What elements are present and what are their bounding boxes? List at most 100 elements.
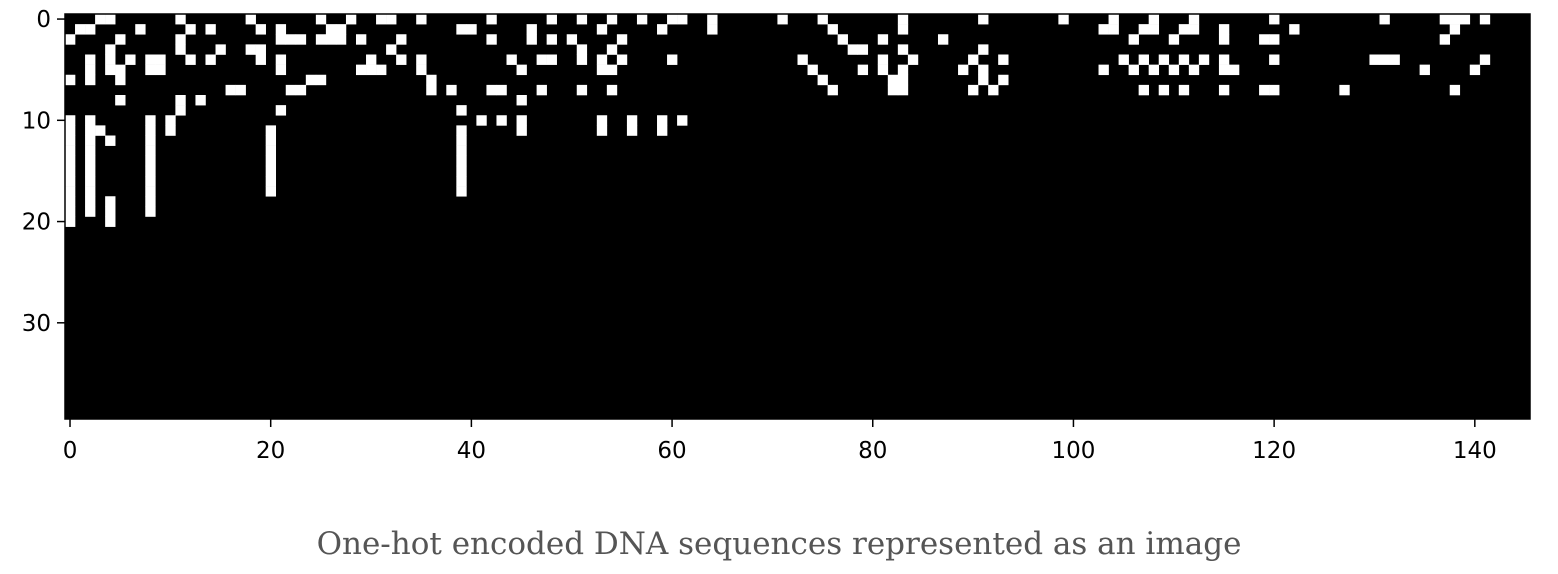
heatmap-cell	[546, 54, 557, 65]
heatmap-cell	[1459, 14, 1471, 25]
heatmap-cell	[255, 24, 266, 35]
heatmap-cell	[877, 54, 889, 65]
heatmap-cell	[978, 44, 989, 55]
heatmap-cell	[576, 54, 588, 65]
heatmap-cell	[155, 54, 166, 65]
heatmap-cell	[416, 54, 427, 65]
heatmap-cell	[606, 64, 618, 76]
heatmap-cell	[1369, 54, 1380, 65]
heatmap-cell	[988, 84, 999, 96]
heatmap-cell	[1479, 54, 1491, 65]
heatmap-cell	[1379, 54, 1390, 65]
heatmap-cell	[145, 206, 156, 217]
heatmap-cell	[275, 105, 287, 116]
heatmap-cell	[295, 34, 307, 45]
heatmap-cell	[315, 74, 327, 86]
heatmap-cell	[255, 44, 266, 55]
heatmap-cell	[456, 155, 467, 167]
heatmap-cell	[396, 34, 407, 45]
heatmap-cell	[195, 95, 206, 106]
heatmap-cell	[345, 14, 357, 25]
heatmap-cell	[1138, 54, 1149, 65]
heatmap-cell	[65, 206, 76, 217]
heatmap-cell	[1289, 24, 1300, 35]
x-tick-label: 120	[1252, 438, 1296, 464]
heatmap-cell	[456, 145, 467, 157]
heatmap-cell	[606, 14, 618, 25]
heatmap-cell	[285, 34, 297, 45]
heatmap-cell	[315, 34, 327, 45]
heatmap-cell	[877, 34, 889, 45]
heatmap-cell	[85, 155, 96, 167]
heatmap-cell	[516, 64, 527, 76]
heatmap-cell	[1188, 24, 1200, 35]
heatmap-cell	[1158, 84, 1170, 96]
heatmap-cell	[416, 64, 427, 76]
heatmap-cell	[958, 64, 969, 76]
heatmap-cell	[897, 74, 909, 86]
heatmap-cell	[1158, 54, 1170, 65]
heatmap-cell	[396, 54, 407, 65]
heatmap-cell	[355, 64, 367, 76]
heatmap-cell	[516, 125, 527, 136]
heatmap-cell	[85, 186, 96, 197]
heatmap-cell	[576, 84, 588, 96]
heatmap-cell	[1269, 34, 1280, 45]
heatmap-cell	[65, 186, 76, 197]
heatmap-cell	[175, 34, 186, 45]
heatmap-cell	[978, 74, 989, 86]
heatmap-cell	[897, 44, 909, 55]
heatmap-cell	[596, 115, 608, 126]
heatmap-cell	[1439, 34, 1451, 45]
heatmap-cell	[145, 54, 156, 65]
heatmap-cell	[857, 64, 869, 76]
heatmap-cell	[386, 14, 397, 25]
heatmap-cell	[456, 135, 467, 146]
heatmap-cell	[185, 54, 196, 65]
heatmap-cell	[175, 105, 186, 116]
heatmap-cell	[295, 84, 307, 96]
heatmap-cell	[245, 14, 256, 25]
heatmap-cell	[998, 74, 1009, 86]
heatmap-cell	[1188, 64, 1200, 76]
heatmap-cell	[807, 64, 818, 76]
heatmap-cells	[65, 14, 1491, 227]
heatmap-cell	[486, 34, 497, 45]
heatmap-cell	[265, 155, 277, 167]
x-axis: 0 20 40 60 80 100 120 140	[63, 419, 1497, 464]
heatmap-cell	[175, 14, 186, 25]
heatmap-cell	[606, 84, 618, 96]
heatmap-cell	[596, 24, 608, 35]
heatmap-cell	[145, 176, 156, 187]
heatmap-cell	[65, 176, 76, 187]
heatmap-cell	[65, 74, 76, 86]
heatmap-cell	[817, 14, 828, 25]
heatmap-cell	[968, 54, 979, 65]
x-tick-label: 40	[457, 438, 486, 464]
heatmap-cell	[1108, 24, 1119, 35]
heatmap-cell	[546, 34, 557, 45]
heatmap-cell	[315, 14, 327, 25]
heatmap-cell	[636, 14, 648, 25]
heatmap-cell	[145, 115, 156, 126]
heatmap-cell	[145, 125, 156, 136]
heatmap-cell	[1449, 24, 1461, 35]
heatmap-cell	[85, 74, 96, 86]
heatmap-frame	[64, 13, 1531, 420]
heatmap-cell	[1259, 84, 1270, 96]
heatmap-cell	[1419, 64, 1430, 76]
heatmap-cell	[1168, 34, 1180, 45]
heatmap-cell	[837, 34, 848, 45]
heatmap-cell	[496, 115, 507, 126]
heatmap-cell	[536, 84, 547, 96]
heatmap-cell	[667, 54, 678, 65]
heatmap-cell	[205, 54, 216, 65]
heatmap-cell	[205, 24, 216, 35]
heatmap-cell	[135, 24, 146, 35]
heatmap-cell	[907, 54, 919, 65]
heatmap-cell	[897, 84, 909, 96]
x-tick-label: 140	[1453, 438, 1497, 464]
heatmap-cell	[1058, 14, 1069, 25]
heatmap-cell	[526, 34, 537, 45]
heatmap-cell	[145, 165, 156, 177]
